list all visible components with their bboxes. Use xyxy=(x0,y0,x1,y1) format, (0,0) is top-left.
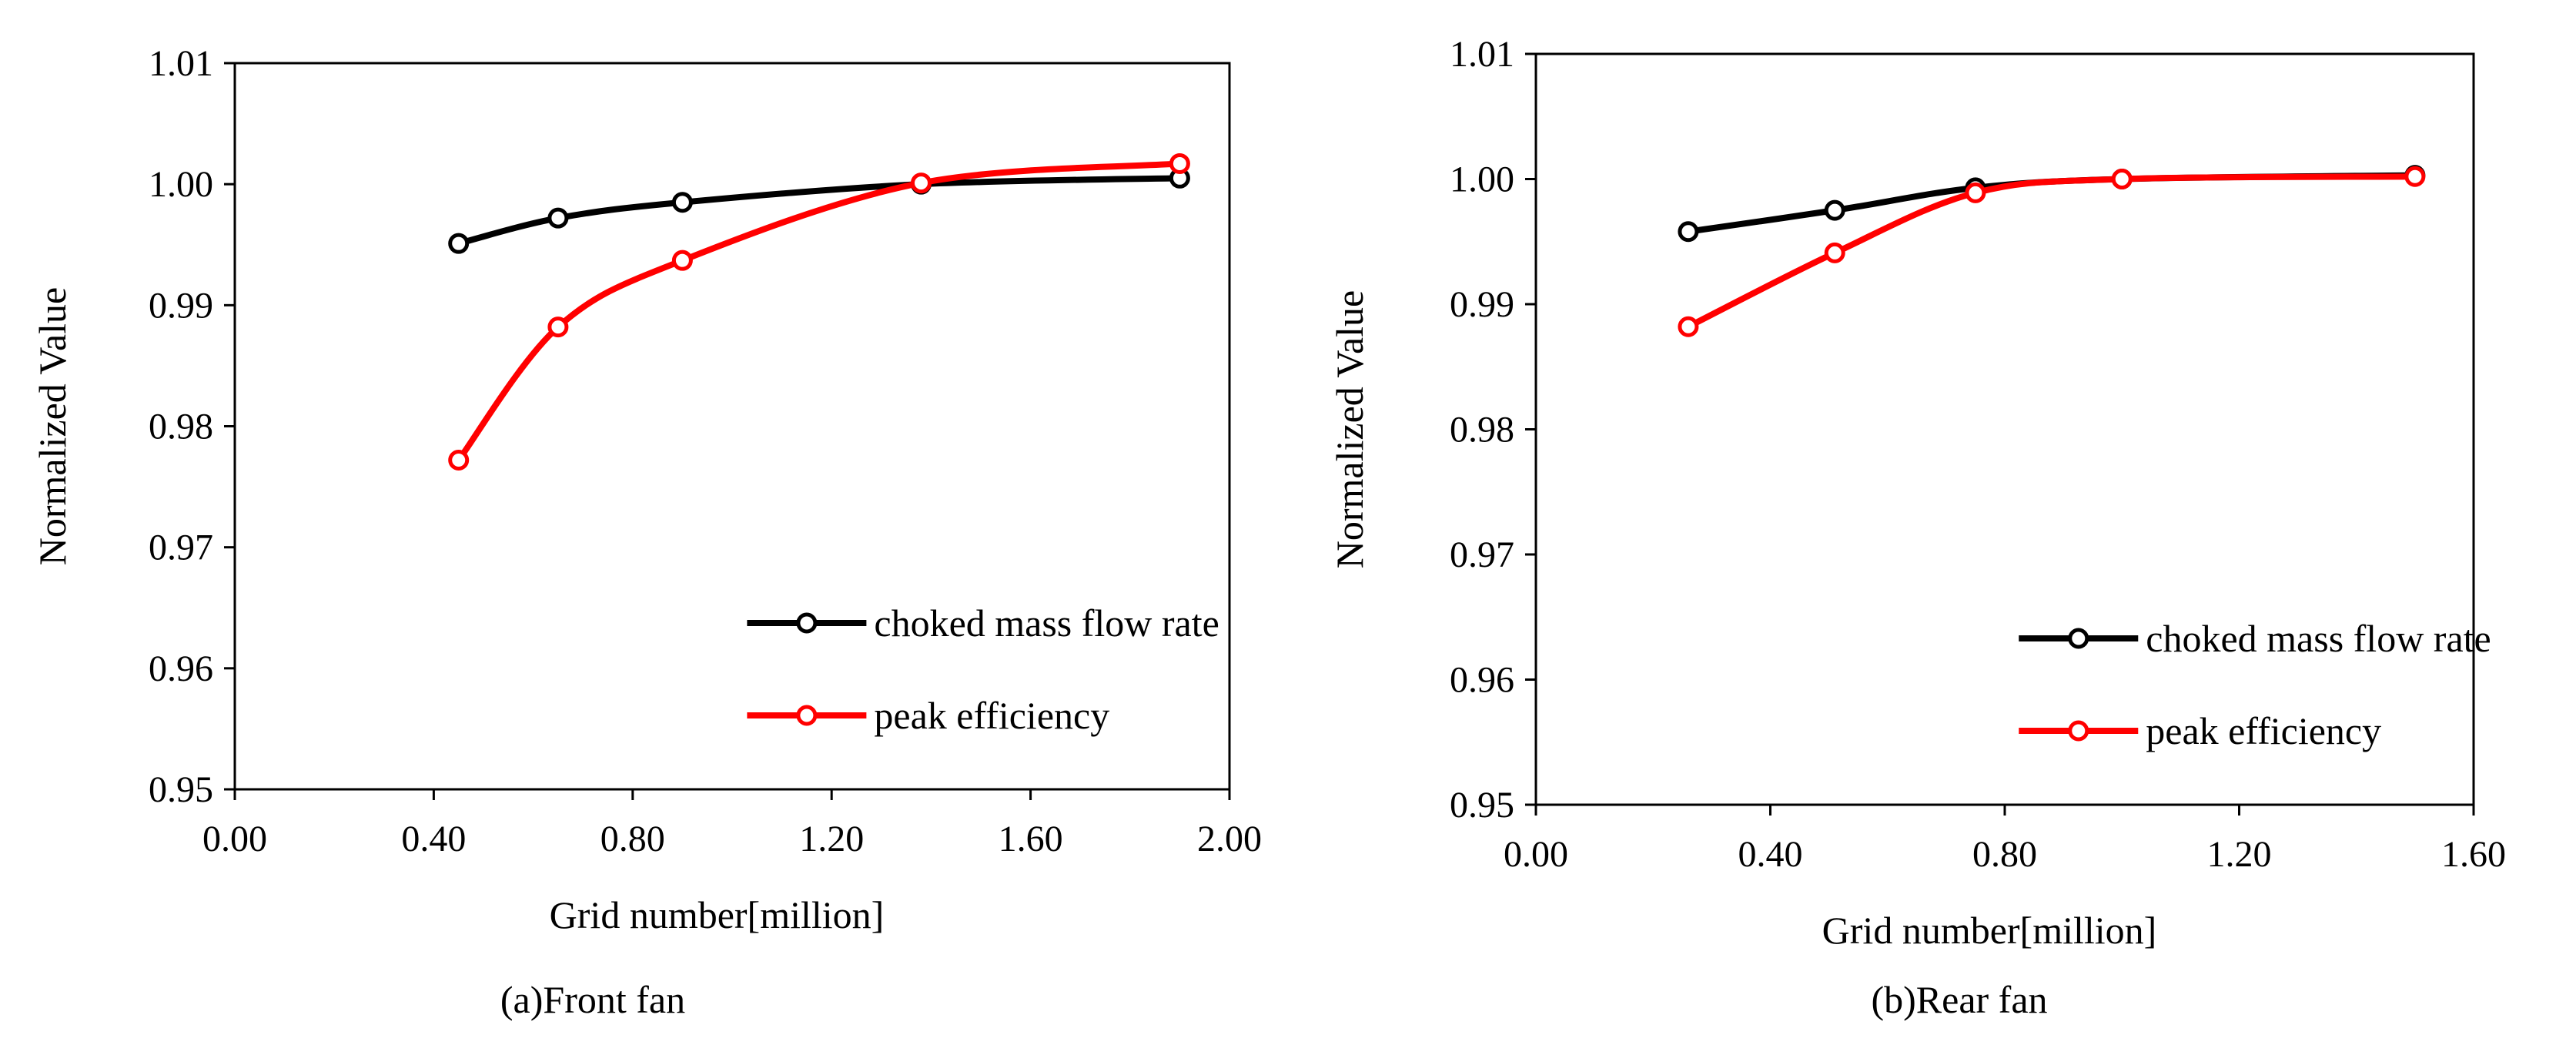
peak-efficiency-series-line xyxy=(1684,173,2418,330)
peak-efficiency-series-point xyxy=(1678,316,1699,337)
legend-choked-mass-flow-marker xyxy=(796,612,818,634)
y-tick-label: 0.99 xyxy=(1450,284,1514,325)
y-tick-label: 0.99 xyxy=(149,285,213,326)
y-axis-title: Normalized Value xyxy=(31,287,74,565)
peak-efficiency-series-line xyxy=(455,160,1183,464)
y-tick-label: 0.96 xyxy=(149,648,213,689)
legend-choked-mass-flow-label: choked mass flow rate xyxy=(874,601,1219,645)
legend-peak-efficiency-label: peak efficiency xyxy=(874,694,1109,737)
chart-caption: (b)Rear fan xyxy=(1871,978,2047,1021)
y-tick-label: 0.95 xyxy=(149,769,213,810)
x-axis-title: Grid number[million] xyxy=(1822,909,2157,952)
peak-efficiency-series-point xyxy=(547,317,569,338)
legend-peak-efficiency-marker xyxy=(2068,720,2089,742)
y-tick-label: 0.95 xyxy=(1450,785,1514,826)
chart-caption: (a)Front fan xyxy=(500,978,685,1021)
choked-mass-flow-series-point xyxy=(547,207,569,229)
x-tick-label: 2.00 xyxy=(1197,819,1262,859)
y-tick-label: 1.01 xyxy=(149,43,213,84)
y-tick-label: 0.98 xyxy=(149,407,213,447)
x-tick-label: 0.80 xyxy=(601,819,665,859)
x-axis-title: Grid number[million] xyxy=(550,893,885,936)
peak-efficiency-series-point xyxy=(2404,166,2426,187)
y-tick-label: 0.96 xyxy=(1450,660,1514,701)
y-tick-label: 0.97 xyxy=(1450,534,1514,575)
peak-efficiency-series-point xyxy=(448,450,470,471)
x-tick-label: 1.60 xyxy=(999,819,1063,859)
legend-peak-efficiency-marker xyxy=(796,705,818,726)
peak-efficiency-series-point xyxy=(1965,182,1986,203)
peak-efficiency-series-point xyxy=(1169,152,1190,174)
x-tick-label: 0.40 xyxy=(401,819,466,859)
peak-efficiency-series-point xyxy=(910,172,932,194)
x-tick-label: 1.20 xyxy=(2207,834,2272,875)
chart-front-fan: 0.95 0.96 0.97 0.98 0.99 1.00 1.01 0.00 0.40 0.80… xyxy=(31,43,1262,1021)
chart-rear-fan: 0.95 0.96 0.97 0.98 0.99 1.00 1.01 0.00 0.40 0.80… xyxy=(1328,34,2506,1021)
x-tick-label: 0.00 xyxy=(202,819,267,859)
peak-efficiency-series-point xyxy=(2111,169,2133,189)
y-tick-label: 1.00 xyxy=(149,164,213,205)
choked-mass-flow-series-point xyxy=(1824,199,1845,221)
y-axis-title: Normalized Value xyxy=(1328,290,1371,568)
legend-choked-mass-flow-label: choked mass flow rate xyxy=(2146,617,2491,660)
y-tick-label: 1.00 xyxy=(1450,159,1514,200)
x-tick-label: 1.60 xyxy=(2441,834,2506,875)
plot-area xyxy=(1534,52,2475,806)
peak-efficiency-series-point xyxy=(1824,242,1845,263)
legend-choked-mass-flow-marker xyxy=(2068,628,2089,649)
y-tick-label: 0.98 xyxy=(1450,410,1514,450)
choked-mass-flow-series-point xyxy=(671,192,693,213)
y-tick-label: 0.97 xyxy=(149,528,213,568)
x-tick-label: 1.20 xyxy=(799,819,864,859)
legend-peak-efficiency-label: peak efficiency xyxy=(2146,709,2381,752)
x-tick-label: 0.40 xyxy=(1738,834,1803,875)
x-tick-label: 0.80 xyxy=(1972,834,2037,875)
choked-mass-flow-series-line xyxy=(455,175,1183,247)
y-tick-label: 1.01 xyxy=(1450,34,1514,75)
x-tick-label: 0.00 xyxy=(1504,834,1568,875)
peak-efficiency-series-point xyxy=(671,250,693,271)
choked-mass-flow-series-point xyxy=(448,233,470,254)
plot-area xyxy=(233,62,1231,791)
choked-mass-flow-series-point xyxy=(1678,221,1699,243)
